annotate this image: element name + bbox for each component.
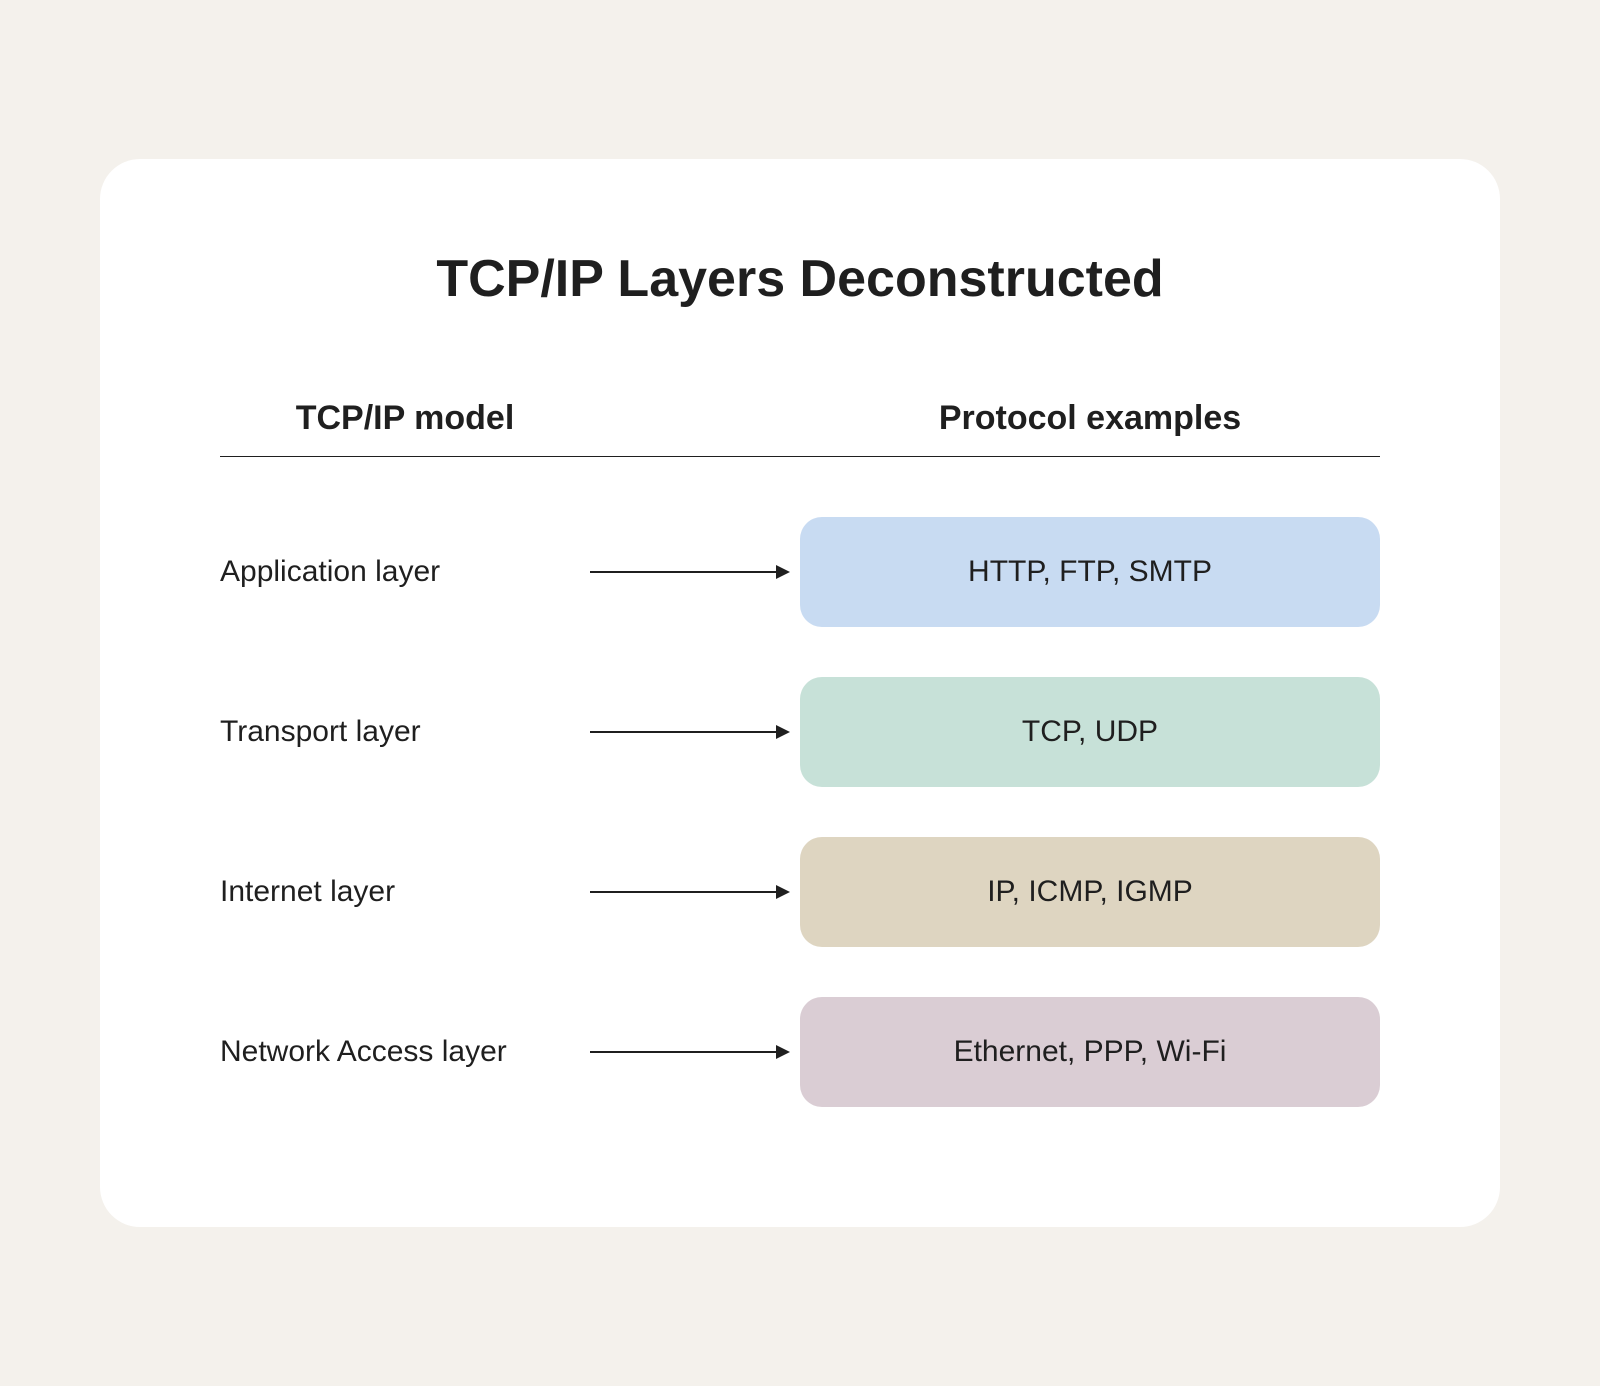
- layer-row: Application layer HTTP, FTP, SMTP: [220, 517, 1380, 627]
- header-left: TCP/IP model: [220, 399, 590, 438]
- layer-label: Application layer: [220, 555, 590, 589]
- diagram-card: TCP/IP Layers Deconstructed TCP/IP model…: [100, 159, 1500, 1227]
- column-headers: TCP/IP model Protocol examples: [220, 399, 1380, 457]
- layer-row: Transport layer TCP, UDP: [220, 677, 1380, 787]
- layer-label: Internet layer: [220, 875, 590, 909]
- arrow-icon: [590, 1043, 800, 1061]
- header-right: Protocol examples: [800, 399, 1380, 438]
- protocol-box: Ethernet, PPP, Wi-Fi: [800, 997, 1380, 1107]
- layer-row: Network Access layer Ethernet, PPP, Wi-Fi: [220, 997, 1380, 1107]
- layer-row: Internet layer IP, ICMP, IGMP: [220, 837, 1380, 947]
- arrow-icon: [590, 883, 800, 901]
- layer-label: Network Access layer: [220, 1035, 590, 1069]
- arrow-icon: [590, 723, 800, 741]
- diagram-title: TCP/IP Layers Deconstructed: [220, 249, 1380, 309]
- layer-label: Transport layer: [220, 715, 590, 749]
- protocol-box: HTTP, FTP, SMTP: [800, 517, 1380, 627]
- protocol-box: TCP, UDP: [800, 677, 1380, 787]
- protocol-box: IP, ICMP, IGMP: [800, 837, 1380, 947]
- layer-rows: Application layer HTTP, FTP, SMTP Transpor…: [220, 517, 1380, 1107]
- arrow-icon: [590, 563, 800, 581]
